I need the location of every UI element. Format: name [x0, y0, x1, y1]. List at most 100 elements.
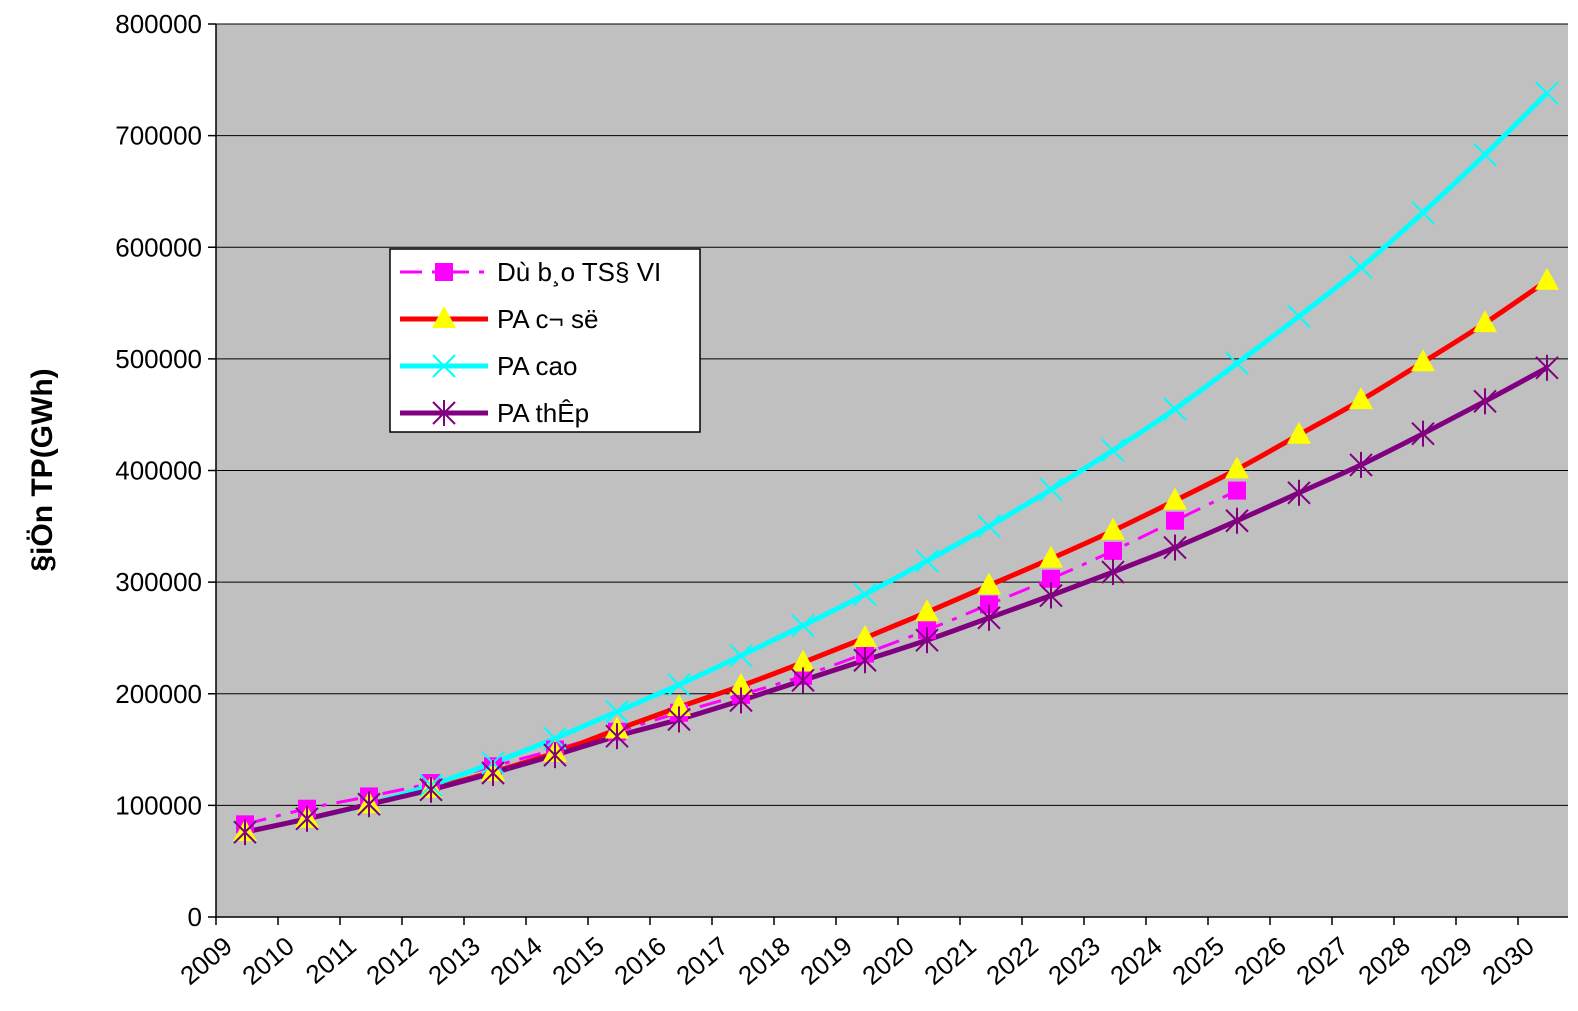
- y-tick-label-4: 400000: [115, 456, 202, 486]
- series-3-point-12: [977, 604, 1001, 631]
- series-2-point-6: [605, 699, 629, 724]
- series-1-point-18: [1349, 387, 1373, 410]
- series-2-point-14-stroke-b: [1101, 438, 1125, 463]
- series-2-point-9-stroke-b: [791, 613, 815, 638]
- series-2-point-18: [1349, 255, 1373, 280]
- series-1-point-14: [1101, 517, 1125, 540]
- series-3-point-7: [667, 706, 691, 733]
- series-3-point-8: [729, 687, 753, 714]
- series-0-point-13: [1042, 569, 1060, 588]
- series-line-3: [244, 365, 1549, 835]
- x-tick-label-13: 2022: [980, 931, 1044, 991]
- series-1-point-7: [667, 694, 691, 717]
- series-3-point-11: [915, 627, 939, 654]
- series-3-point-9: [791, 667, 815, 694]
- series-3-point-13: [1039, 582, 1063, 609]
- series-2-point-8: [729, 644, 753, 668]
- series-2-point-7-stroke-b: [667, 673, 691, 697]
- series-2-point-5-stroke-b: [543, 726, 567, 751]
- y-tick-label-3: 300000: [115, 567, 202, 597]
- series-3-point-0: [233, 819, 257, 846]
- series-3-point-4: [481, 760, 505, 787]
- series-2-point-17: [1287, 304, 1311, 329]
- x-tick-label-11: 2020: [856, 931, 920, 991]
- series-2-point-12: [977, 514, 1001, 539]
- series-2-point-14: [1101, 438, 1125, 463]
- series-1-point-10: [853, 624, 877, 647]
- x-tick-label-8: 2017: [670, 931, 734, 991]
- series-1-point-11: [915, 599, 939, 622]
- series-3-point-5: [543, 742, 567, 769]
- series-3-point-20: [1473, 388, 1497, 415]
- series-3-point-6: [605, 723, 629, 750]
- series-line-2: [244, 91, 1549, 835]
- series-2-point-21: [1535, 81, 1559, 105]
- series-2-point-16-stroke-b: [1225, 351, 1249, 376]
- series-1-point-20: [1473, 310, 1497, 333]
- legend-label-2: PA cao: [497, 351, 577, 381]
- series-3-point-2: [357, 791, 381, 818]
- x-tick-label-4: 2013: [422, 931, 486, 991]
- series-2-point-20-stroke-b: [1473, 142, 1497, 167]
- legend-marker-1: [432, 306, 456, 328]
- y-tick-label-0: 0: [188, 902, 202, 932]
- series-2-point-16: [1225, 351, 1249, 376]
- series-3-point-18: [1349, 451, 1373, 478]
- series-1-point-16: [1225, 456, 1249, 479]
- series-3-point-10: [853, 647, 877, 674]
- y-tick-label-5: 500000: [115, 344, 202, 374]
- series-3-point-3: [419, 776, 443, 803]
- x-tick-label-21: 2030: [1476, 931, 1540, 991]
- series-1-point-15: [1163, 487, 1187, 510]
- legend-marker-0: [435, 263, 453, 281]
- series-0-point-12: [980, 595, 998, 614]
- series-1-point-9: [791, 649, 815, 672]
- series-1-point-17: [1287, 421, 1311, 444]
- series-2-point-15-stroke-b: [1163, 397, 1187, 421]
- legend: Dù b¸o TS§ VI PA c¬ së PA cao PA thÊp: [389, 248, 701, 433]
- x-tick-label-12: 2021: [918, 931, 982, 991]
- x-tick-label-7: 2016: [608, 931, 672, 991]
- x-tick-label-19: 2028: [1352, 931, 1416, 991]
- series-2-point-19: [1411, 200, 1435, 225]
- x-tick-label-2: 2011: [300, 931, 362, 990]
- series-1-point-13: [1039, 545, 1063, 568]
- series-0-point-16: [1228, 481, 1246, 500]
- series-2-point-5: [543, 726, 567, 751]
- series-2-point-8-stroke-b: [729, 644, 753, 668]
- legend-label-3: PA thÊp: [497, 398, 589, 428]
- y-tick-label-2: 200000: [115, 679, 202, 709]
- x-tick-label-17: 2026: [1228, 931, 1292, 991]
- series-2-point-11: [915, 549, 939, 573]
- series-2-point-15: [1163, 397, 1187, 421]
- series-3-point-19: [1411, 420, 1435, 447]
- series-1-point-19: [1411, 349, 1435, 372]
- series-3-point-21: [1535, 354, 1559, 381]
- series-1-point-12: [977, 572, 1001, 595]
- x-tick-label-14: 2023: [1042, 931, 1106, 991]
- y-tick-label-7: 700000: [115, 121, 202, 151]
- y-tick-label-8: 800000: [115, 9, 202, 39]
- series-2-point-10-stroke-b: [853, 582, 877, 607]
- series-2-point-7: [667, 673, 691, 697]
- legend-label-0: Dù b¸o TS§ VI: [497, 257, 661, 287]
- series-1-point-8: [729, 672, 753, 695]
- series-0-point-14: [1104, 541, 1122, 560]
- series-2-point-13-stroke-b: [1039, 477, 1063, 502]
- series-3-point-17: [1287, 479, 1311, 506]
- x-tick-label-20: 2029: [1414, 931, 1478, 991]
- series-2-point-6-stroke-b: [605, 699, 629, 724]
- x-tick-label-1: 2010: [236, 931, 300, 991]
- series-2-point-21-stroke-b: [1535, 81, 1559, 105]
- series-2-point-19-stroke-b: [1411, 200, 1435, 225]
- x-tick-label-16: 2025: [1166, 931, 1230, 991]
- series-3-point-14: [1101, 559, 1125, 586]
- series-2-point-20: [1473, 142, 1497, 167]
- series-2-point-17-stroke-b: [1287, 304, 1311, 329]
- series-2-point-18-stroke-b: [1349, 255, 1373, 280]
- x-tick-label-18: 2027: [1290, 931, 1354, 991]
- series-0-point-15: [1166, 511, 1184, 530]
- series-2-point-13: [1039, 477, 1063, 502]
- y-tick-label-1: 100000: [115, 790, 202, 820]
